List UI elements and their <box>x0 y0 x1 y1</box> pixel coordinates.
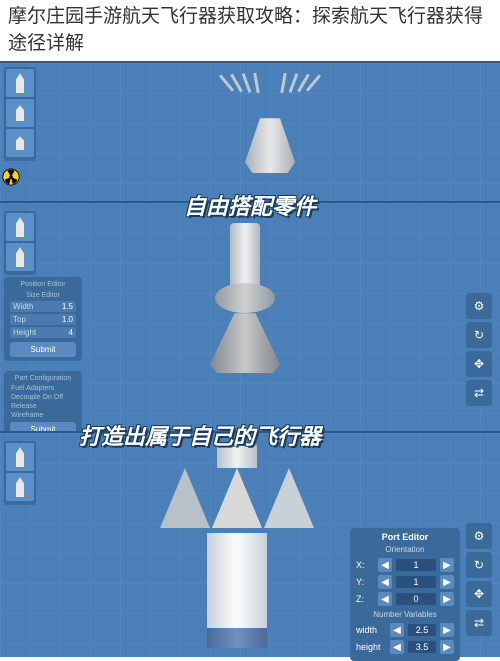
value-field[interactable]: 1 <box>396 559 436 571</box>
sidebar-part[interactable] <box>6 443 34 471</box>
orientation-z-row: Z: ◀ 0 ▶ <box>356 592 454 606</box>
value-field[interactable]: 1 <box>396 576 436 588</box>
port-editor-panel[interactable]: Port Editor Orientation X: ◀ 1 ▶ Y: ◀ 1 … <box>350 528 460 661</box>
sidebar-part-rocket-1[interactable] <box>6 69 34 97</box>
arrows-icon[interactable]: ⇄ <box>466 380 492 406</box>
move-icon[interactable]: ✥ <box>466 351 492 377</box>
size-editor-panel[interactable]: Position Editor Size Editor Width 1.5 To… <box>4 277 82 361</box>
sidebar-part[interactable] <box>6 473 34 501</box>
game-screenshots-container: 自由搭配零件 Position Editor Size Editor Width… <box>0 61 500 657</box>
spacecraft-satellite[interactable] <box>220 73 320 178</box>
increment-button[interactable]: ▶ <box>440 575 454 589</box>
increment-button[interactable]: ▶ <box>440 640 454 654</box>
orientation-x-row: X: ◀ 1 ▶ <box>356 558 454 572</box>
rocket-icon <box>16 247 24 267</box>
fins <box>160 468 314 528</box>
rocket-icon <box>16 217 24 237</box>
arrows-icon[interactable]: ⇄ <box>466 610 492 636</box>
increment-button[interactable]: ▶ <box>440 623 454 637</box>
sidebar-part[interactable] <box>6 243 34 271</box>
radioactive-icon <box>2 168 20 186</box>
parts-sidebar[interactable] <box>4 67 36 161</box>
solar-panels <box>220 73 320 113</box>
rotate-icon[interactable]: ↻ <box>466 552 492 578</box>
config-item[interactable]: Fuel Adapters <box>10 384 76 393</box>
spacecraft-cone <box>245 118 295 173</box>
vars-header: Number Variables <box>356 610 454 619</box>
rotate-icon[interactable]: ↻ <box>466 322 492 348</box>
tool-buttons: ⚙ ↻ ✥ ⇄ <box>466 293 496 409</box>
value-field[interactable]: 2.5 <box>408 624 436 636</box>
increment-button[interactable]: ▶ <box>440 592 454 606</box>
config-item[interactable]: Release <box>10 402 76 411</box>
value-field[interactable]: 0 <box>396 593 436 605</box>
panel-header: Size Editor <box>10 292 76 299</box>
game-screen-2: 自由搭配零件 Position Editor Size Editor Width… <box>0 201 500 431</box>
sidebar-part[interactable] <box>6 213 34 241</box>
panel-subheader: Orientation <box>356 545 454 554</box>
move-icon[interactable]: ✥ <box>466 581 492 607</box>
orientation-y-row: Y: ◀ 1 ▶ <box>356 575 454 589</box>
rocket-icon <box>16 136 24 150</box>
rocket-icon <box>16 477 24 497</box>
tank-body <box>207 533 267 628</box>
settings-icon[interactable]: ⚙ <box>466 523 492 549</box>
height-row[interactable]: Height 4 <box>10 327 76 338</box>
engine-ring <box>215 283 275 313</box>
decrement-button[interactable]: ◀ <box>378 575 392 589</box>
panel-header: Position Editor <box>10 281 76 288</box>
caption-2: 打造出属于自己的飞行器 <box>79 419 321 451</box>
parts-sidebar[interactable] <box>4 211 36 275</box>
width-var-row: width ◀ 2.5 ▶ <box>356 623 454 637</box>
submit-button[interactable]: Submit <box>10 342 76 357</box>
height-var-row: height ◀ 3.5 ▶ <box>356 640 454 654</box>
value-field[interactable]: 3.5 <box>408 641 436 653</box>
decrement-button[interactable]: ◀ <box>390 623 404 637</box>
rocket-icon <box>16 105 24 121</box>
sidebar-part-rocket-3[interactable] <box>6 129 34 157</box>
caption-1: 自由搭配零件 <box>184 189 316 221</box>
top-row[interactable]: Top 1.0 <box>10 314 76 325</box>
decrement-button[interactable]: ◀ <box>378 558 392 572</box>
decrement-button[interactable]: ◀ <box>378 592 392 606</box>
settings-icon[interactable]: ⚙ <box>466 293 492 319</box>
decrement-button[interactable]: ◀ <box>390 640 404 654</box>
config-item[interactable]: Decouple On Off <box>10 393 76 402</box>
panel-header: Port Editor <box>356 532 454 542</box>
rocket-icon <box>16 447 24 467</box>
game-screen-3: 打造出属于自己的飞行器 Port Editor Orientation X: ◀ <box>0 431 500 657</box>
width-row[interactable]: Width 1.5 <box>10 301 76 312</box>
panel-header: Part Configuration <box>10 375 76 382</box>
engine-nozzle <box>210 313 280 373</box>
article-title: 摩尔庄园手游航天飞行器获取攻略：探索航天飞行器获得途径详解 <box>0 0 500 61</box>
config-item[interactable]: Wireframe <box>10 411 76 420</box>
tool-buttons: ⚙ ↻ ✥ ⇄ <box>466 523 496 639</box>
tank-bottom <box>207 628 267 648</box>
sidebar-part-rocket-2[interactable] <box>6 99 34 127</box>
rocket-icon <box>16 73 24 93</box>
spacecraft-engine[interactable] <box>210 223 280 373</box>
parts-sidebar[interactable] <box>4 441 36 505</box>
increment-button[interactable]: ▶ <box>440 558 454 572</box>
spacecraft-tank[interactable] <box>160 443 314 648</box>
game-screen-1 <box>0 61 500 201</box>
